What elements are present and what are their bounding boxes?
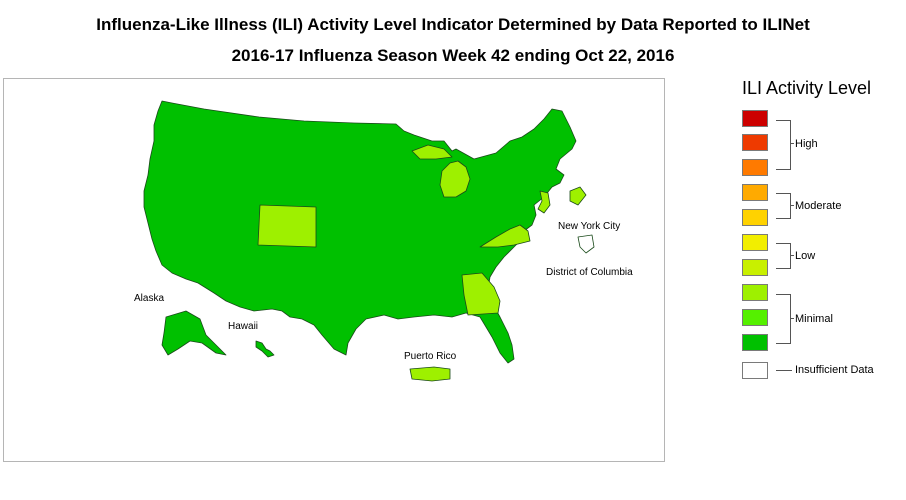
virginia: [479, 224, 531, 248]
label-nyc: New York City: [558, 221, 621, 232]
bracket-moderate: [776, 193, 791, 219]
legend-swatch-level-4: [742, 259, 768, 276]
label-hawaii: Hawaii: [228, 321, 259, 332]
legend-swatch-level-3: [742, 284, 768, 301]
michigan: [439, 160, 471, 198]
label-dc: District of Columbia: [546, 267, 633, 278]
georgia: [461, 272, 501, 316]
label-puerto-rico: Puerto Rico: [404, 351, 457, 362]
tick-minimal: [790, 318, 794, 319]
map-frame: Alaska Hawaii Puerto Rico New York City …: [3, 78, 665, 462]
legend-swatch-level-9: [742, 134, 768, 151]
legend-title: ILI Activity Level: [742, 78, 872, 98]
legend-swatch-level-6: [742, 209, 768, 226]
legend-label-insufficient: Insufficient Data: [795, 364, 874, 376]
alaska: [161, 310, 227, 356]
label-alaska: Alaska: [134, 293, 165, 304]
legend-swatch-level-8: [742, 159, 768, 176]
district-of-columbia: [577, 234, 595, 254]
puerto-rico: [409, 366, 451, 382]
tick-high: [790, 143, 794, 144]
us-map: [143, 100, 595, 382]
legend-label-moderate: Moderate: [795, 200, 842, 212]
new-jersey: [537, 190, 551, 214]
map-title: Influenza-Like Illness (ILI) Activity Le…: [96, 15, 810, 34]
michigan-up: [411, 144, 453, 160]
bracket-minimal: [776, 294, 791, 344]
legend-swatch-level-0: [742, 362, 768, 379]
tick-insufficient: [776, 370, 792, 371]
legend-label-low: Low: [795, 250, 816, 262]
colorado: [257, 204, 317, 248]
tick-moderate: [790, 205, 794, 206]
legend-swatch-level-10: [742, 110, 768, 127]
legend-swatch-level-5: [742, 234, 768, 251]
bracket-high: [776, 120, 791, 170]
tick-low: [790, 255, 794, 256]
legend-label-high: High: [795, 138, 818, 150]
legend-swatch-level-1: [742, 334, 768, 351]
legend-swatch-level-7: [742, 184, 768, 201]
legend-swatch-level-2: [742, 309, 768, 326]
new-york-city: [569, 186, 587, 206]
bracket-low: [776, 243, 791, 269]
hawaii: [255, 340, 275, 358]
map-subtitle: 2016-17 Influenza Season Week 42 ending …: [231, 46, 675, 65]
legend-label-minimal: Minimal: [795, 313, 833, 325]
